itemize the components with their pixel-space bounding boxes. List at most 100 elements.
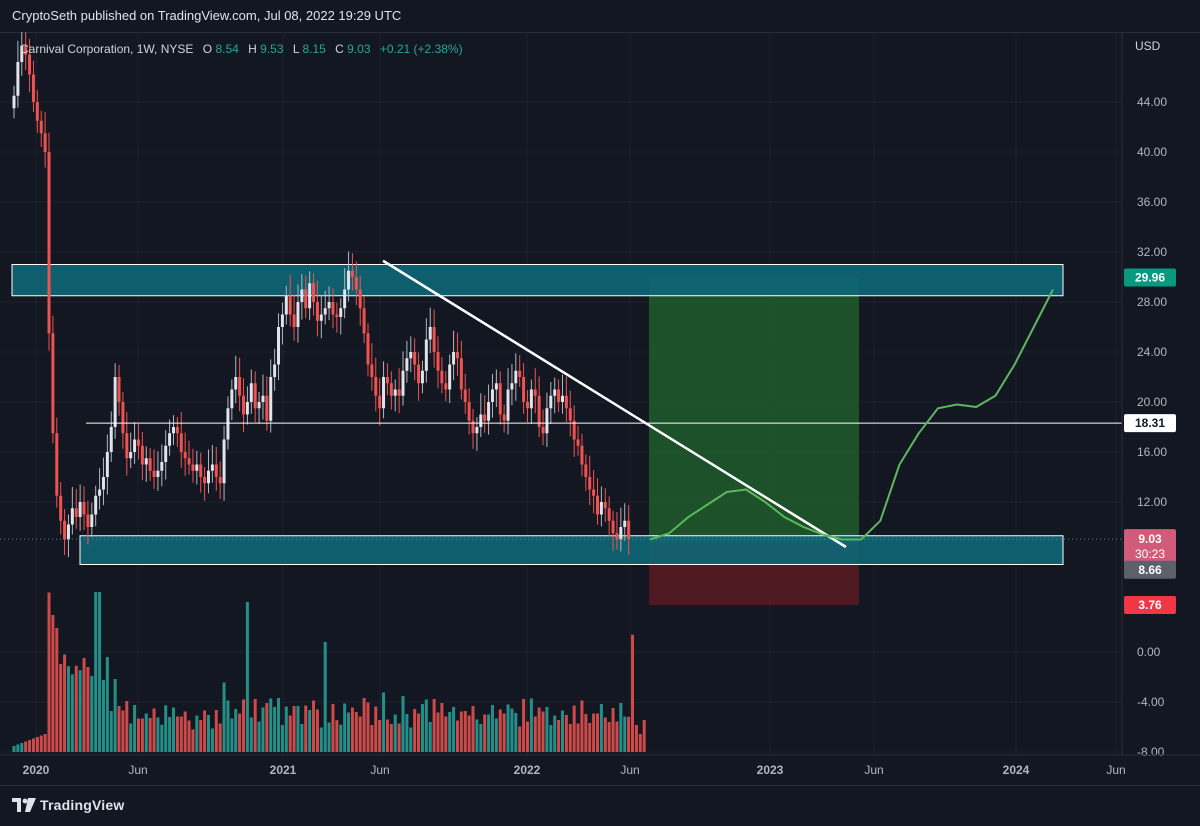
candle-body <box>66 524 70 540</box>
candle-body <box>479 414 483 427</box>
candle-body <box>47 152 51 334</box>
price-axis[interactable]: USD 44.00 40.00 36.00 32.00 28.00 24.00 20.00 1… <box>1121 32 1176 759</box>
candle-body <box>280 314 284 327</box>
candle-body <box>94 495 98 515</box>
candle-body <box>230 389 234 409</box>
volume-bar <box>397 723 401 752</box>
candle-body <box>494 383 498 390</box>
volume-bar <box>187 720 191 752</box>
volume-bar <box>599 704 603 752</box>
price-tick-label: -4.00 <box>1137 695 1165 709</box>
candle-body <box>432 327 436 352</box>
volume-bar <box>16 744 20 752</box>
candle-body <box>343 289 347 309</box>
volume-bar <box>152 708 156 752</box>
time-axis[interactable]: 2020 Jun 2021 Jun 2022 Jun 2023 Jun 2024 Jun <box>0 754 1200 777</box>
volume-bar <box>230 718 234 752</box>
candle-body <box>74 508 78 517</box>
candle-body <box>347 270 351 290</box>
volume-bar <box>393 714 397 752</box>
candle-body <box>560 395 564 402</box>
volume-bar <box>144 713 148 752</box>
candle-body <box>31 74 35 102</box>
candle-body <box>249 383 253 402</box>
candle-body <box>55 433 59 496</box>
candle-body <box>35 102 39 121</box>
volume-bar <box>358 716 362 752</box>
price-tick-label: 12.00 <box>1137 495 1167 509</box>
candle-body <box>483 414 487 421</box>
price-tick-label: 44.00 <box>1137 95 1167 109</box>
candle-body <box>553 389 557 396</box>
candle-body <box>140 445 144 465</box>
candle-body <box>39 120 43 134</box>
time-tick-label: Jun <box>620 763 639 777</box>
volume-bar <box>405 714 409 752</box>
candle-body <box>335 314 339 317</box>
volume-bar <box>35 737 39 752</box>
candle-body <box>207 470 210 484</box>
candle-body <box>627 520 631 540</box>
volume-bar <box>265 703 269 752</box>
volume-bar <box>549 725 553 752</box>
volume-bar <box>78 670 82 752</box>
candle-body <box>288 295 292 315</box>
legend-high-value: 9.53 <box>260 42 284 56</box>
candle-body <box>160 462 164 471</box>
volume-bar <box>490 705 494 752</box>
volume-bar <box>533 716 537 752</box>
candle-body <box>179 433 183 452</box>
tradingview-logo[interactable]: TradingView <box>12 797 124 813</box>
candle-body <box>529 389 533 409</box>
volume-bar <box>319 727 323 752</box>
volume-bar <box>257 721 261 752</box>
candle-body <box>444 383 448 390</box>
volume-bar <box>195 715 199 752</box>
time-tick-label: 2024 <box>1003 763 1030 777</box>
candle-body <box>63 520 67 540</box>
volume-bar <box>59 664 63 752</box>
volume-bar <box>238 713 242 752</box>
volume-bar <box>576 723 580 752</box>
candle-body <box>603 502 607 509</box>
candle-body <box>370 364 374 377</box>
support-zone <box>79 535 1064 565</box>
time-tick-label: Jun <box>128 763 147 777</box>
candle-body <box>428 327 432 340</box>
volume-bar <box>277 698 281 752</box>
volume-bar <box>210 728 214 752</box>
candle-body <box>195 464 199 471</box>
chart-area[interactable]: USD 44.00 40.00 36.00 32.00 28.00 24.00 20.00 1… <box>0 32 1200 785</box>
volume-bar <box>175 716 179 752</box>
volume-bar <box>584 714 588 752</box>
volume-bar <box>362 698 366 752</box>
price-tick-label: 20.00 <box>1137 395 1167 409</box>
candle-body <box>354 277 358 290</box>
volume-bar <box>366 702 370 752</box>
candle-body <box>533 389 537 396</box>
candle-body <box>312 283 316 302</box>
volume-bar <box>436 712 440 752</box>
volume-bar <box>20 743 24 752</box>
candle-body <box>59 495 63 521</box>
volume-bar <box>133 705 137 752</box>
candle-body <box>327 302 331 309</box>
legend-open-value: 8.54 <box>215 42 239 56</box>
candle-body <box>164 445 168 462</box>
volume-bar <box>55 628 59 752</box>
candle-body <box>413 352 417 365</box>
volume-bar <box>603 717 607 752</box>
candle-body <box>440 370 444 384</box>
target-price-label-bg <box>1124 268 1176 287</box>
candle-body <box>129 452 133 459</box>
volume-bar <box>623 716 627 752</box>
volume-bar <box>160 724 164 752</box>
candle-body <box>611 520 615 534</box>
candle-body <box>319 314 323 321</box>
volume-bar <box>479 724 483 752</box>
footer: TradingView <box>0 785 1200 826</box>
volume-bar <box>634 725 638 752</box>
volume-bar <box>420 704 424 752</box>
volume-bar <box>280 725 284 752</box>
candle-body <box>436 352 440 371</box>
